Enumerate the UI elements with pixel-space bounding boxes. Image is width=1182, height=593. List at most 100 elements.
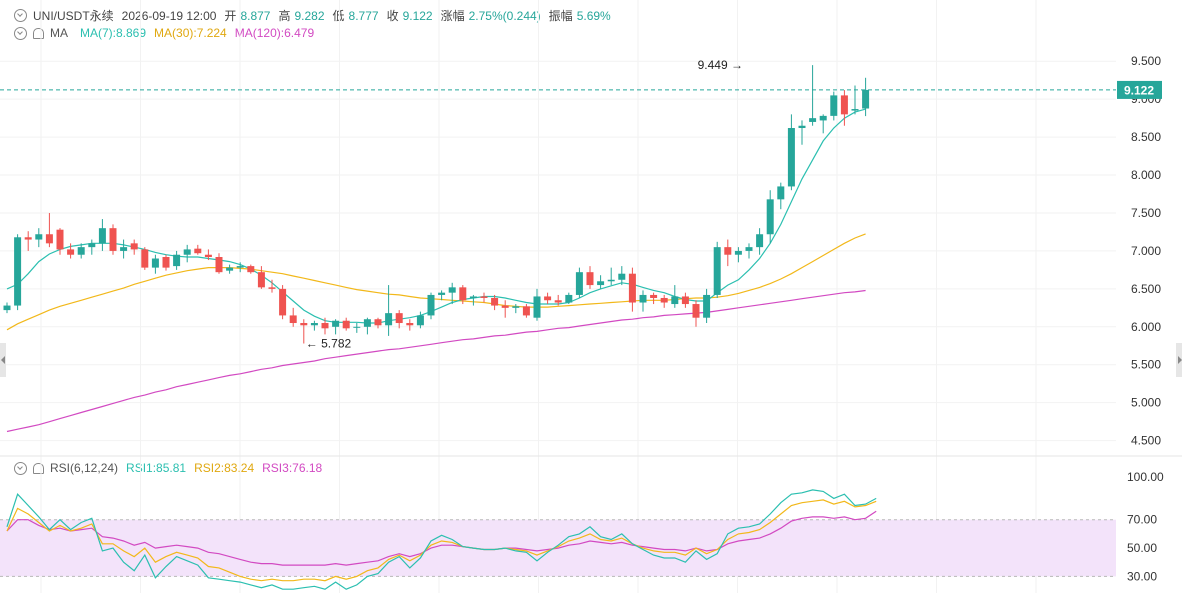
candle-body (639, 294, 647, 303)
candle (650, 292, 658, 305)
candle-body (766, 199, 774, 235)
candle-body (98, 228, 106, 244)
price-tick-label: 8.500 (1131, 130, 1161, 144)
candle-body (183, 249, 191, 255)
rsi2-legend: RSI2:83.24 (194, 461, 255, 475)
candle (77, 243, 85, 259)
price-tick-label: 7.500 (1131, 206, 1161, 220)
candle-body (830, 95, 838, 116)
candle (204, 249, 212, 261)
candle-body (374, 319, 382, 326)
candle-body (151, 258, 159, 268)
candle-body (14, 237, 22, 306)
candle-body (819, 115, 827, 121)
candle-body (363, 319, 371, 327)
candle (279, 285, 287, 320)
candle (215, 253, 223, 274)
candle (522, 304, 530, 318)
candle (226, 264, 234, 274)
candle (395, 310, 403, 329)
price-tick-label: 9.500 (1131, 54, 1161, 68)
open-value: 8.877 (240, 8, 271, 23)
candle-body (745, 247, 753, 251)
candle-body (268, 287, 276, 289)
candle-body (734, 250, 742, 255)
ma-collapse-icon[interactable] (14, 26, 27, 40)
candle (660, 294, 668, 308)
rsi-collapse-icon[interactable] (14, 461, 27, 475)
candle-body (438, 292, 446, 295)
candle-body (204, 254, 212, 258)
candle (469, 294, 477, 306)
rsi3-legend: RSI3:76.18 (262, 461, 323, 475)
candle (819, 114, 827, 134)
change-label: 涨幅 (440, 9, 465, 23)
candle-body (24, 237, 32, 240)
candle (787, 114, 795, 191)
candle-body (247, 266, 255, 273)
candle (491, 294, 499, 311)
datetime-label: 2026-09-19 12:00 (121, 8, 217, 23)
candle (247, 264, 255, 274)
candle (98, 219, 106, 251)
scroll-right-handle[interactable] (1176, 343, 1182, 377)
candle (56, 228, 64, 255)
scroll-left-handle[interactable] (0, 343, 6, 377)
collapse-toggle-icon[interactable] (14, 9, 27, 22)
candle (173, 250, 181, 270)
change-value: 2.75%(0.244) (468, 8, 541, 23)
rsi-alert-icon[interactable] (33, 462, 44, 474)
candle-body (650, 294, 658, 298)
high-value: 9.282 (294, 8, 325, 23)
candle (151, 254, 159, 274)
candle (35, 228, 43, 248)
candle-body (162, 257, 170, 268)
candle (363, 317, 371, 335)
candle-body (416, 315, 424, 326)
candle (3, 302, 11, 314)
candle (639, 290, 647, 312)
rsi-line-rsi1 (6, 489, 877, 590)
price-tick-label: 7.000 (1131, 244, 1161, 258)
candle-body (618, 273, 626, 280)
rsi-tick-label: 100.00 (1127, 470, 1164, 484)
candle-body (756, 234, 764, 248)
candle (681, 292, 689, 308)
candle-body (597, 281, 605, 286)
rsi-line-rsi2 (6, 499, 877, 582)
candle-body (56, 229, 64, 250)
candle (565, 292, 573, 305)
high-label: 高 (278, 9, 291, 23)
ma-alert-icon[interactable] (33, 27, 44, 39)
candle (374, 317, 382, 329)
candle-body (45, 234, 53, 244)
candle (777, 182, 785, 210)
candle-body (840, 95, 848, 115)
candle-body (353, 326, 361, 328)
last-price-label: 9.122 (1124, 83, 1154, 97)
candle-body (321, 323, 329, 329)
ma120-legend: MA(120):6.479 (234, 26, 315, 40)
candle-body (385, 313, 393, 326)
candle (713, 241, 721, 298)
candle (24, 231, 32, 251)
candle (385, 285, 393, 336)
candle (120, 239, 128, 259)
candle-body (427, 294, 435, 316)
candle-body (215, 257, 223, 273)
candle (67, 243, 75, 259)
rsi1-legend: RSI1:85.81 (126, 461, 187, 475)
candle (607, 267, 615, 286)
candle-body (671, 296, 679, 305)
candle-body (607, 279, 615, 282)
candle-body (777, 186, 785, 200)
candle (671, 285, 679, 308)
candle (840, 90, 848, 126)
candle (427, 292, 435, 320)
candle-body (226, 267, 234, 271)
candle-body (289, 315, 297, 324)
candle (554, 294, 562, 306)
candle-body (236, 266, 244, 268)
candle (194, 244, 202, 255)
